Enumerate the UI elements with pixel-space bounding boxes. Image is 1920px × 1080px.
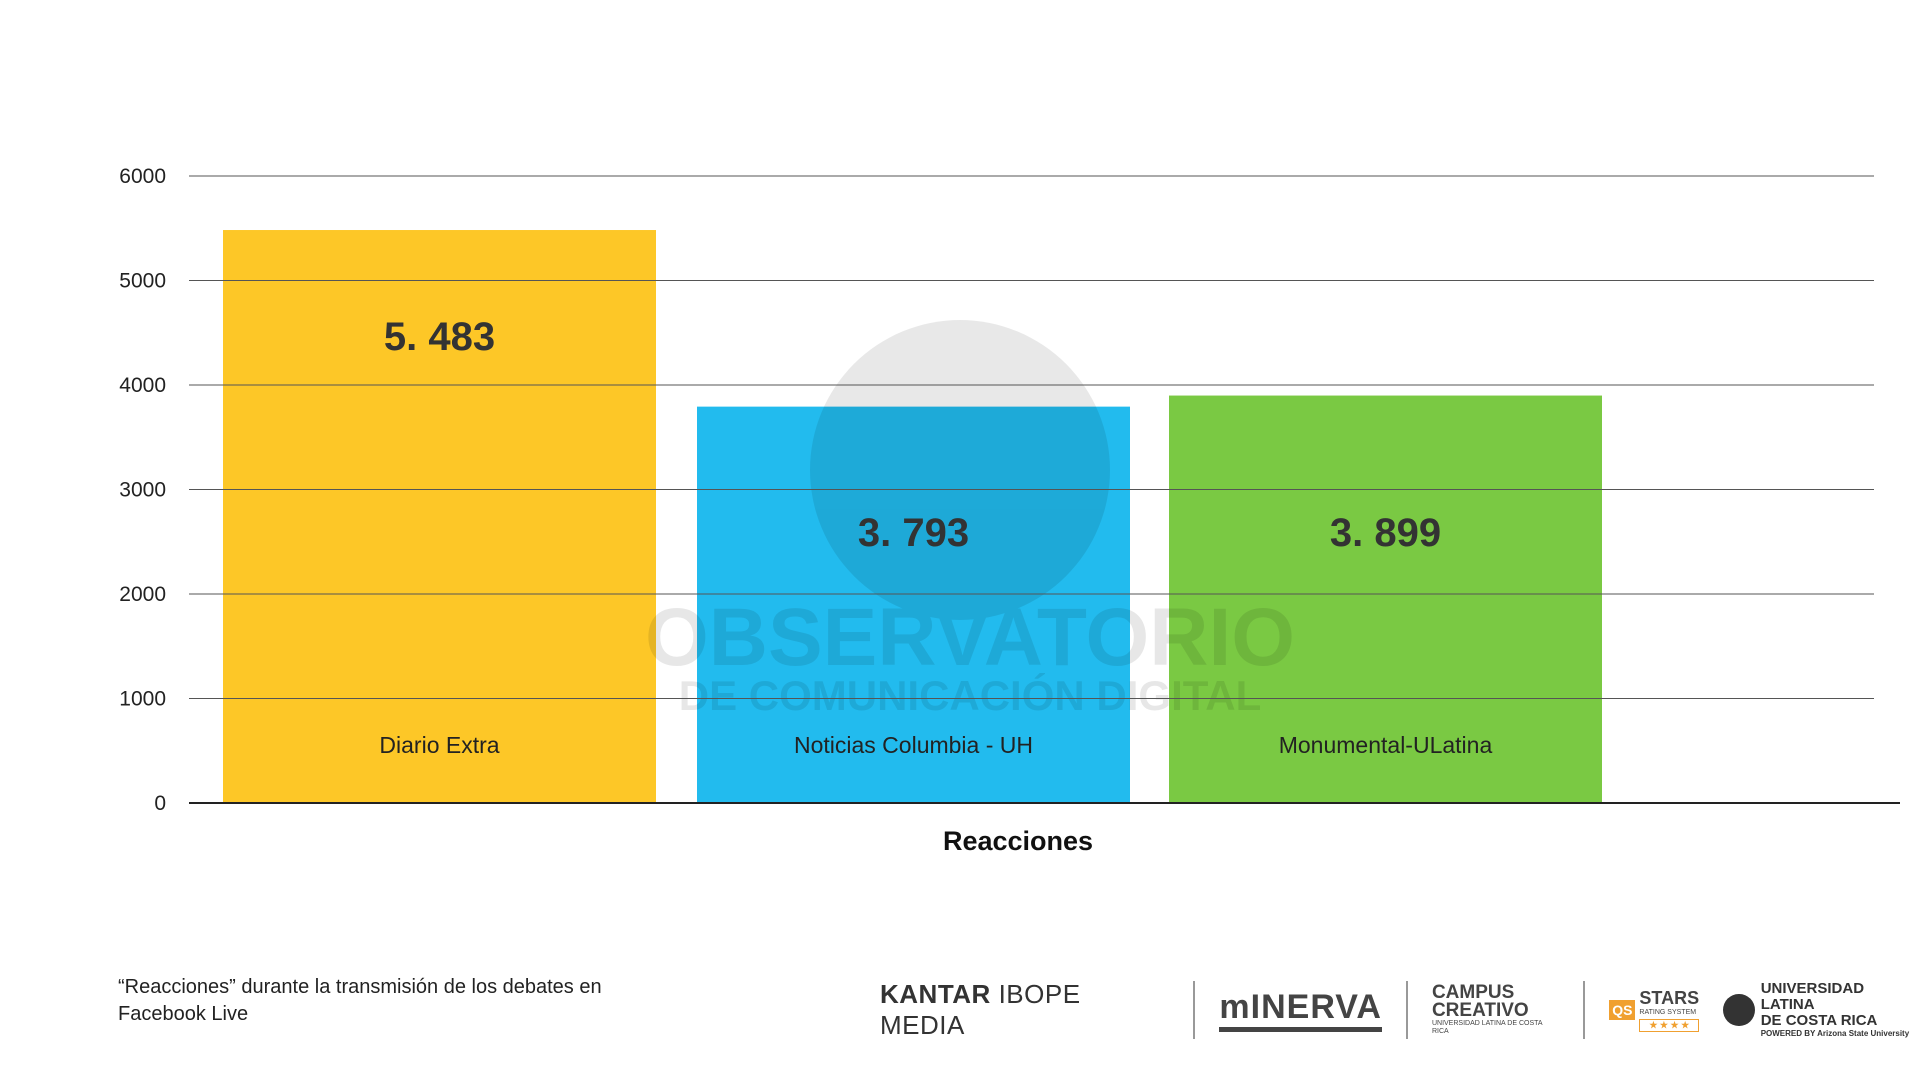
- category-label: Monumental-ULatina: [1279, 732, 1493, 758]
- divider: [1193, 981, 1196, 1039]
- data-label: 5. 483: [384, 315, 495, 359]
- bar: [1169, 395, 1602, 803]
- globe-icon: [1723, 994, 1755, 1026]
- y-tick-label: 6000: [119, 165, 166, 188]
- sponsor-logos: KANTAR IBOPE MEDIA mINERVA CAMPUS CREATIV…: [880, 979, 1920, 1040]
- divider: [1405, 981, 1408, 1039]
- svg-text:OBSERVATORIO: OBSERVATORIO: [645, 592, 1295, 683]
- kantar-logo: KANTAR IBOPE MEDIA: [880, 979, 1081, 1040]
- footnote: “Reacciones” durante la transmisión de l…: [118, 976, 602, 1025]
- data-label: 3. 793: [858, 511, 969, 555]
- y-tick-label: 1000: [119, 688, 166, 711]
- qs-stars-logo: QS STARS RATING SYSTEM ★ ★ ★ ★: [1609, 988, 1700, 1032]
- y-tick-label: 5000: [119, 270, 166, 293]
- campus-creativo-logo: CAMPUS CREATIVO UNIVERSIDAD LATINA DE COST…: [1431, 982, 1543, 1035]
- category-label: Noticias Columbia - UH: [794, 732, 1033, 758]
- data-label: 3. 899: [1330, 511, 1441, 555]
- y-tick-label: 4000: [119, 374, 166, 397]
- bar: [697, 406, 1130, 803]
- x-axis-title: Reacciones: [943, 826, 1093, 856]
- bar: [223, 230, 656, 804]
- divider: [1583, 981, 1586, 1039]
- category-label: Diario Extra: [379, 732, 499, 758]
- svg-text:DE COMUNICACIÓN DIGITAL: DE COMUNICACIÓN DIGITAL: [679, 671, 1262, 719]
- y-tick-label: 0: [154, 792, 166, 815]
- ulatina-logo: UNIVERSIDAD LATINA DE COSTA RICA POWERED B…: [1723, 981, 1920, 1039]
- y-tick-label: 2000: [119, 583, 166, 606]
- y-tick-label: 3000: [119, 479, 166, 502]
- minerva-logo: mINERVA: [1219, 988, 1382, 1032]
